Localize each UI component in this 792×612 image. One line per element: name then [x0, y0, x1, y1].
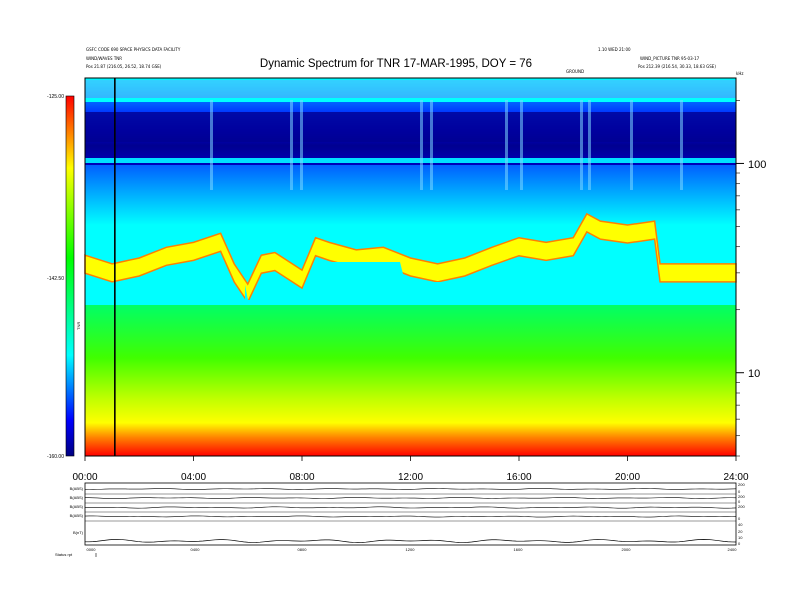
panel-right-tick: 40 [738, 522, 743, 527]
burst-streak [300, 100, 303, 190]
x-tick-label: 20:00 [615, 472, 640, 483]
panel-time-tick: 0400 [191, 547, 201, 552]
panel-time-tick: 2400 [728, 547, 738, 552]
panel-time-tick: 1200 [406, 547, 416, 552]
panel-row-label: B(ABS) [70, 486, 84, 491]
burst-streak [290, 100, 293, 190]
x-tick-label: 16:00 [506, 472, 531, 483]
panel-right-tick: 200 [738, 482, 745, 487]
colorbar-tick-label: -160.00 [47, 454, 64, 460]
panel-trace [84, 539, 737, 543]
time-series-panels [84, 482, 737, 546]
header-right-line2: WIND_PICTURE TNR 95-03-17 [640, 56, 700, 61]
panel-trace [84, 506, 737, 509]
y-tick-label: 10 [748, 368, 760, 380]
panel-right-tick: 200 [738, 504, 745, 509]
panel-row-label: B(ABS) [70, 495, 84, 500]
header-left-line1: GSFC CODE 690 SPACE PHYSICS DATA FACILIT… [86, 47, 181, 52]
panel-right-tick: 0 [738, 489, 741, 494]
burst-streak [420, 100, 423, 190]
panel-row-label: B(ABS) [70, 504, 84, 509]
panel-time-tick: 2000 [622, 547, 632, 552]
panel-time-tick: 0800 [298, 547, 308, 552]
chart-title: Dynamic Spectrum for TNR 17-MAR-1995, DO… [259, 58, 533, 70]
colorbar [65, 95, 75, 457]
burst-streak [430, 100, 433, 190]
header-right-line1: 1.10 WED 21:00 [598, 47, 631, 52]
panel-row-label: B(ABS) [70, 513, 84, 518]
burst-streak [680, 100, 683, 190]
x-tick-label: 04:00 [181, 472, 206, 483]
panel-right-tick: 0 [738, 499, 741, 504]
panel-right-tick: 0 [738, 541, 741, 546]
panel-right-tick: 0 [738, 516, 741, 521]
burst-streak [520, 100, 523, 190]
x-tick-label: 12:00 [398, 472, 423, 483]
burst-streak [580, 100, 583, 190]
y-tick-label: 100 [748, 159, 766, 171]
header-left-line2: WIND/WAVES TNR [86, 56, 123, 61]
colorbar-tick-label: -142.50 [47, 276, 64, 282]
khz-label: kHz [736, 71, 744, 76]
x-tick-label: 00:00 [72, 472, 97, 483]
header-center-small: GROUND [566, 69, 585, 74]
panel-time-tick: 1600 [514, 547, 524, 552]
header-left-line3: Pos 21.87 (216.05, 26.52, 18.74 GSE) [86, 64, 162, 69]
panel-trace [84, 497, 737, 499]
header-right-line3: Pos 212.39 (216.54, 30.33, 18.63 GSE) [638, 64, 716, 69]
y-axis [736, 100, 744, 457]
burst-streak [630, 100, 633, 190]
burst-streak [210, 100, 213, 190]
panel-right-tick: 200 [738, 494, 745, 499]
panel-right-tick: 10 [738, 535, 743, 540]
panel-footer-label: Status rpt [55, 552, 73, 557]
x-axis [84, 456, 737, 461]
panel-trace [84, 488, 737, 490]
panel-right-tick: 20 [738, 529, 743, 534]
panel-trace [84, 515, 737, 518]
burst-streak [588, 100, 591, 190]
burst-streak [505, 100, 508, 190]
x-tick-label: 24:00 [723, 472, 748, 483]
colorbar-axis-label: TNR [76, 322, 81, 330]
spectrogram [84, 78, 737, 456]
panel-row-label: B(nT) [73, 530, 84, 535]
panel-time-tick: 0000 [87, 547, 97, 552]
x-tick-label: 08:00 [289, 472, 314, 483]
colorbar-tick-label: -125.00 [47, 94, 64, 100]
